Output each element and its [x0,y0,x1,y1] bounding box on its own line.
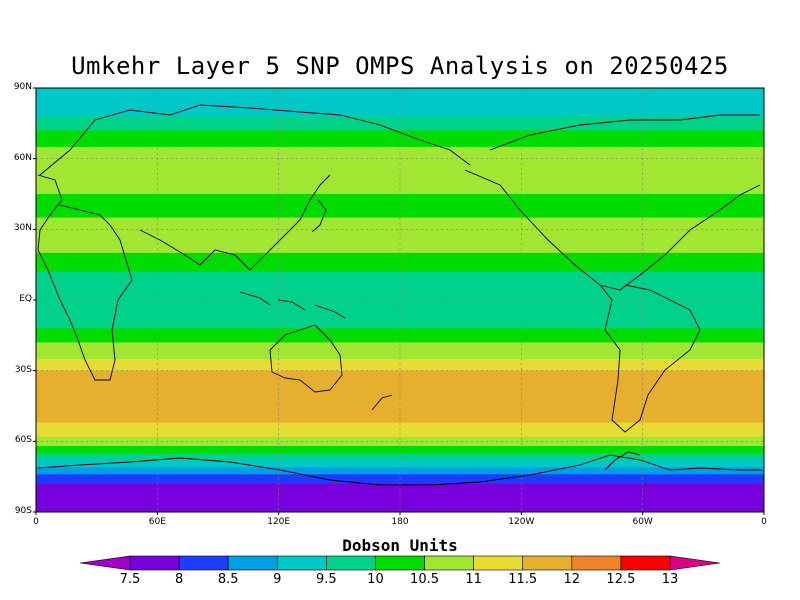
coastlines [37,104,762,486]
colorbar-tick-label: 11 [465,572,482,587]
field-band-17 [36,467,764,475]
colorbar-tick-label: 9.5 [316,572,337,587]
colorbar-swatch [424,555,474,571]
map-title: Umkehr Layer 5 SNP OMPS Analysis on 2025… [71,52,729,80]
colorbar-swatch [178,555,229,571]
colorbar [79,555,721,571]
lat-label: 90S [14,506,32,516]
colorbar-high-arrow [669,555,721,571]
colorbar-swatch [326,555,376,571]
lon-label: 180 [391,517,409,527]
axis-ticks [33,87,765,515]
lon-label: 60E [148,517,166,527]
lat-label: 90N [13,82,32,92]
colorbar-swatch [227,555,278,571]
colorbar-tick-label: 7.5 [119,572,141,587]
colorbar-title: Dobson Units [342,536,458,555]
colorbar-tick-label: 10.5 [410,572,439,587]
field-band-0 [36,88,764,117]
colorbar-tick-label: 8 [174,572,184,587]
graticule [36,88,764,512]
lat-label: 30S [14,364,32,375]
colorbar-swatch [473,555,524,571]
colorbar-tick-label: 8.5 [217,572,239,587]
field-band-6 [36,252,764,273]
colorbar-tick-label: 10 [367,572,384,587]
lat-label: EQ [19,294,32,304]
field-band-8 [36,328,764,343]
lon-label: 0 [761,517,767,527]
field-band-15 [36,453,764,461]
field-band-13 [36,436,764,447]
colorbar-swatch [129,555,180,571]
colorbar-swatch [522,555,573,571]
field-band-10 [36,358,764,372]
colorbar-low-arrow [79,555,131,571]
lon-label: 120W [508,517,535,527]
colorbar-swatch [620,555,671,571]
colorbar-tick-label: 11.5 [508,572,538,587]
lon-label: 120E [267,517,291,527]
lon-label: 60W [632,517,653,527]
colorbar-tick-label: 13 [661,572,679,587]
lat-label: 60S [14,435,32,446]
lon-label: 0 [33,517,39,527]
lat-label: 60N [13,152,32,163]
colorbar-tick-label: 9 [273,572,282,587]
colorbar-swatch [375,555,425,571]
colorbar-swatch [276,555,327,571]
colorbar-swatch [571,555,622,571]
lat-label: 30N [13,223,32,234]
colorbar-tick-label: 12 [563,572,581,587]
field-band-7 [36,271,764,329]
colorbar-tick-label: 12.5 [606,572,636,587]
field-band-9 [36,342,764,360]
